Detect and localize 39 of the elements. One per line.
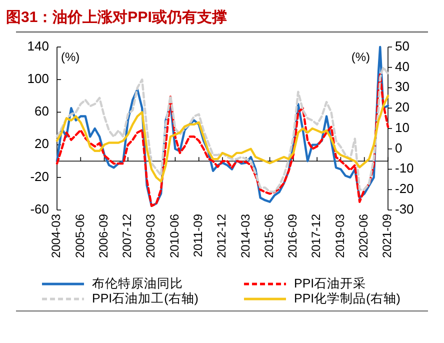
y2-tick-label: 10 [395,120,410,135]
y2-tick-label: 40 [395,58,410,74]
x-tick-label: 2020-06 [356,214,371,258]
y-tick-label: 140 [27,38,49,54]
legend-label: PPI化学制品(右轴) [294,291,400,306]
chart-title: 图31：油价上涨对PPI或仍有支撑 [6,9,227,26]
x-tick-label: 2017-12 [309,214,324,258]
x-tick-label: 2010-06 [167,214,182,258]
y-tick-label: -60 [30,201,49,216]
y2-tick-label: 50 [395,38,410,54]
y2-tick-label: 30 [395,79,410,94]
x-tick-label: 2006-09 [96,214,110,258]
line-series [56,94,390,183]
x-tick-label: 2009-03 [144,214,158,258]
x-tick-label: 2011-09 [191,214,206,258]
y-tick-label: 20 [34,136,49,152]
x-tick-label: 2004-03 [49,214,64,258]
y2-axis-title: (%) [351,50,370,64]
y2-tick-label: 20 [395,100,410,115]
legend-label: 布伦特原油同比 [92,276,183,290]
y-tick-label: -20 [30,168,49,184]
x-tick-label: 2005-06 [72,214,87,258]
y2-tick-label: 0 [395,140,402,156]
y-tick-label: 100 [27,71,49,86]
x-tick-label: 2007-12 [120,214,134,258]
x-tick-label: 2014-03 [238,214,252,258]
x-tick-label: 2012-12 [214,214,229,258]
x-tick-label: 2016-09 [286,214,300,258]
x-tick-label: 2015-06 [262,214,276,258]
line-series [56,46,390,208]
y2-tick-label: -20 [395,181,414,196]
legend-label: PPI石油开采 [294,276,366,290]
y2-tick-label: -10 [395,160,414,176]
x-tick-label: 2019-03 [332,214,347,258]
y2-tick-label: -30 [395,201,414,216]
legend-label: PPI石油加工(右轴) [92,291,198,306]
x-tick-label: 2021-09 [380,214,394,258]
y-axis-title: (%) [61,50,80,64]
y-tick-label: 60 [34,104,49,119]
